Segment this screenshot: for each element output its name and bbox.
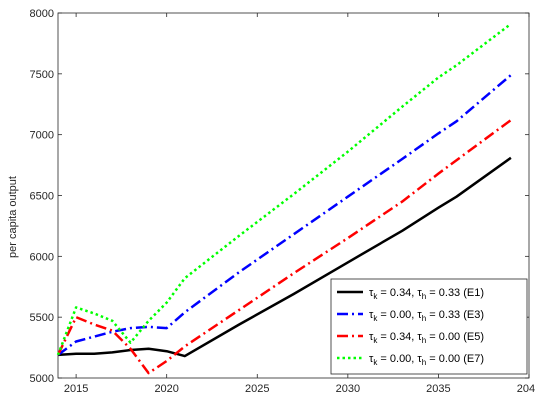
y-tick-label: 6000 xyxy=(30,251,54,263)
legend-text-part: = 0.33 (E1) xyxy=(426,287,484,299)
legend-text-part: = 0.33 (E3) xyxy=(426,309,484,321)
legend-text-part: τ xyxy=(417,287,422,299)
legend-box xyxy=(330,278,528,375)
legend-text-part: = 0.34, xyxy=(377,331,417,343)
y-tick-label: 7000 xyxy=(30,130,54,142)
x-tick-label: 2030 xyxy=(336,383,360,395)
legend-text-part: = 0.00, xyxy=(377,309,417,321)
legend: τk = 0.34, τh = 0.33 (E1)τk = 0.00, τh =… xyxy=(330,278,528,375)
series-line-2 xyxy=(57,74,512,356)
x-tick-label: 2015 xyxy=(64,383,88,395)
legend-subscript: k xyxy=(373,314,378,323)
x-tick-label: 2020 xyxy=(154,383,178,395)
legend-text-part: = 0.00 (E5) xyxy=(426,331,484,343)
y-tick-label: 5500 xyxy=(30,312,54,324)
series-line-1 xyxy=(57,156,512,358)
y-tick-label: 5000 xyxy=(30,373,54,385)
legend-text-part: τ xyxy=(369,287,374,299)
legend-text-part: τ xyxy=(369,331,374,343)
legend-subscript: h xyxy=(422,358,426,367)
axes: 2015 2020 2025 2030 2035 2040 5000 5500 6000 6500… xyxy=(30,8,535,395)
y-tick-label: 8000 xyxy=(30,8,54,20)
legend-label-1: τk = 0.34, τh = 0.33 (E1) xyxy=(369,287,484,301)
legend-text-part: τ xyxy=(369,309,374,321)
legend-subscript: k xyxy=(373,292,378,301)
y-axis-title: per capita output xyxy=(7,176,19,258)
legend-subscript: h xyxy=(422,292,426,301)
legend-text-part: = 0.00 (E7) xyxy=(426,353,484,365)
x-tick-label: 2040 xyxy=(517,383,535,395)
y-tick-label: 6500 xyxy=(30,191,54,203)
legend-subscript: h xyxy=(422,314,426,323)
legend-subscript: h xyxy=(422,336,426,345)
legend-text-part: τ xyxy=(417,331,422,343)
y-tick-label: 7500 xyxy=(30,69,54,81)
legend-text-part: τ xyxy=(417,353,422,365)
legend-text-part: = 0.00, xyxy=(377,353,417,365)
series-layer xyxy=(56,22,512,375)
x-tick-label: 2025 xyxy=(245,383,269,395)
legend-subscript: k xyxy=(373,336,378,345)
legend-text-part: = 0.34, xyxy=(377,287,417,299)
x-tick-label: 2035 xyxy=(426,383,450,395)
legend-label-4: τk = 0.00, τh = 0.00 (E7) xyxy=(369,353,484,367)
series-line-3 xyxy=(56,119,512,375)
legend-text-part: τ xyxy=(417,309,422,321)
legend-text-part: τ xyxy=(369,353,374,365)
legend-label-2: τk = 0.00, τh = 0.33 (E3) xyxy=(369,309,484,323)
legend-label-3: τk = 0.34, τh = 0.00 (E5) xyxy=(369,331,484,345)
legend-subscript: k xyxy=(373,358,378,367)
